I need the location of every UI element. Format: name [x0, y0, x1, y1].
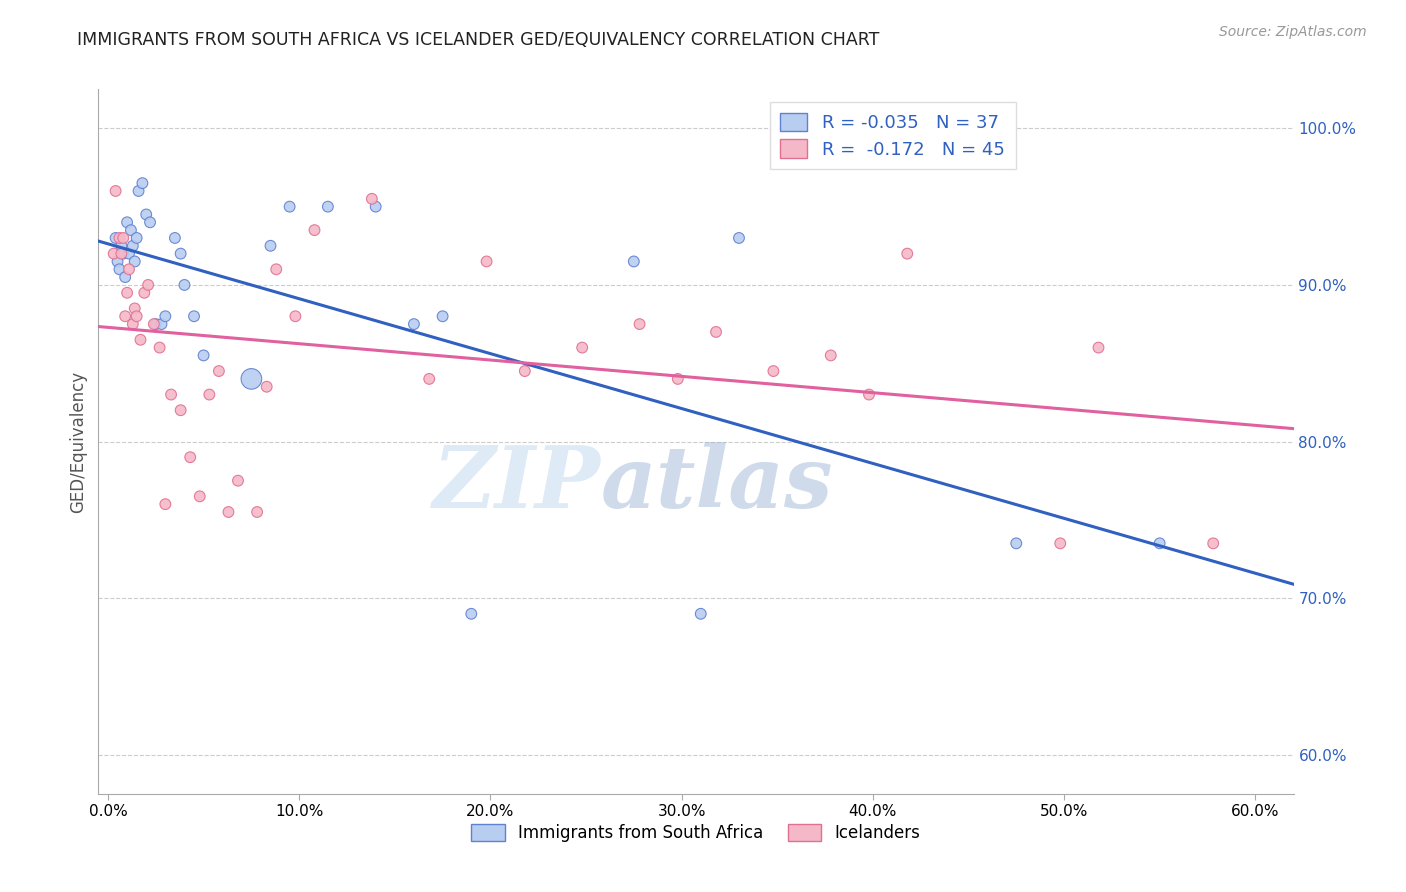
Point [115, 215, 138, 229]
Point [188, 489, 211, 503]
Point [124, 254, 146, 268]
Point [110, 246, 132, 260]
Legend: Immigrants from South Africa, Icelanders: Immigrants from South Africa, Icelanders [464, 817, 928, 849]
Point [1087, 341, 1109, 355]
Point [623, 254, 645, 268]
Point [128, 184, 150, 198]
Point [142, 317, 165, 331]
Point [112, 231, 135, 245]
Point [163, 231, 186, 245]
Point [571, 341, 593, 355]
Point [762, 364, 785, 378]
Point [169, 246, 191, 260]
Point [103, 246, 125, 260]
Point [145, 317, 167, 331]
Point [118, 262, 141, 277]
Point [360, 192, 382, 206]
Text: atlas: atlas [600, 442, 832, 525]
Point [264, 262, 287, 277]
Text: ZIP: ZIP [433, 442, 600, 525]
Point [110, 239, 132, 253]
Point [121, 239, 143, 253]
Point [1202, 536, 1225, 550]
Point [160, 387, 183, 401]
Point [418, 372, 440, 386]
Point [115, 285, 138, 300]
Point [208, 364, 231, 378]
Point [820, 348, 842, 362]
Point [183, 310, 205, 324]
Point [284, 310, 307, 324]
Point [513, 364, 536, 378]
Point [169, 403, 191, 417]
Point [432, 310, 454, 324]
Point [896, 246, 918, 260]
Point [155, 310, 177, 324]
Point [1149, 536, 1171, 550]
Point [120, 223, 142, 237]
Point [125, 310, 148, 324]
Point [728, 231, 751, 245]
Point [134, 285, 156, 300]
Point [858, 387, 880, 401]
Point [108, 262, 131, 277]
Point [114, 270, 136, 285]
Point [304, 223, 326, 237]
Point [364, 200, 387, 214]
Point [246, 505, 269, 519]
Text: IMMIGRANTS FROM SOUTH AFRICA VS ICELANDER GED/EQUIVALENCY CORRELATION CHART: IMMIGRANTS FROM SOUTH AFRICA VS ICELANDE… [77, 31, 880, 49]
Point [131, 176, 153, 190]
Point [240, 372, 263, 386]
Point [125, 231, 148, 245]
Point [179, 450, 201, 465]
Point [121, 317, 143, 331]
Point [198, 387, 221, 401]
Point [259, 239, 281, 253]
Point [666, 372, 689, 386]
Point [136, 277, 159, 292]
Point [256, 380, 278, 394]
Text: Source: ZipAtlas.com: Source: ZipAtlas.com [1219, 25, 1367, 39]
Point [460, 607, 482, 621]
Point [124, 301, 146, 316]
Point [108, 231, 131, 245]
Point [402, 317, 425, 331]
Point [689, 607, 711, 621]
Point [1049, 536, 1071, 550]
Point [129, 333, 152, 347]
Point [135, 207, 157, 221]
Point [155, 497, 177, 511]
Point [1005, 536, 1028, 550]
Point [628, 317, 651, 331]
Point [114, 310, 136, 324]
Point [139, 215, 162, 229]
Point [475, 254, 498, 268]
Point [316, 200, 339, 214]
Point [149, 341, 172, 355]
Point [104, 231, 127, 245]
Point [150, 317, 173, 331]
Point [704, 325, 727, 339]
Point [193, 348, 215, 362]
Point [118, 246, 141, 260]
Point [217, 505, 239, 519]
Point [107, 254, 129, 268]
Point [104, 184, 127, 198]
Point [278, 200, 301, 214]
Point [112, 246, 135, 260]
Point [173, 277, 195, 292]
Y-axis label: GED/Equivalency: GED/Equivalency [69, 370, 87, 513]
Point [226, 474, 249, 488]
